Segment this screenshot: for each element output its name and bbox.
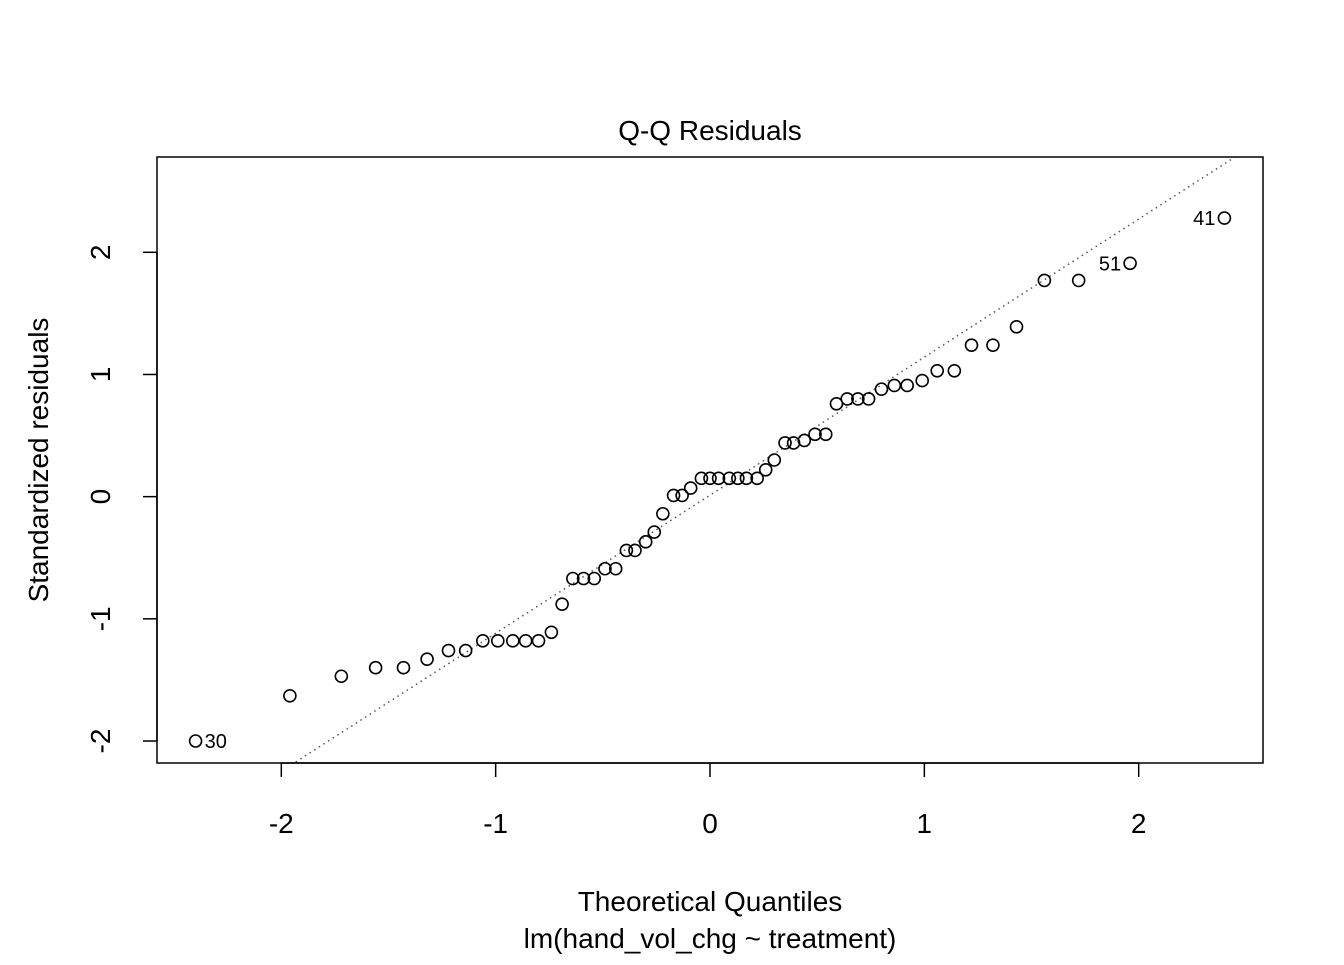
x-axis-label: Theoretical Quantiles <box>578 886 843 917</box>
data-point <box>283 689 297 703</box>
data-point <box>368 660 383 675</box>
plot-area: 30 51 41 <box>188 157 1237 763</box>
y-tick-label: 2 <box>85 245 116 261</box>
data-point <box>722 471 737 486</box>
y-tick-label: -1 <box>85 606 116 631</box>
data-point <box>675 488 689 503</box>
data-point <box>576 571 591 586</box>
data-point <box>666 488 681 503</box>
data-point <box>874 382 889 396</box>
data-point <box>731 471 745 486</box>
data-point <box>851 392 865 406</box>
data-point <box>986 338 1000 352</box>
data-point <box>491 634 505 648</box>
x-tick-label: 1 <box>917 808 933 839</box>
data-point <box>555 597 569 611</box>
point-label: 41 <box>1193 208 1215 230</box>
data-point <box>544 625 559 640</box>
data-point <box>758 462 773 477</box>
data-point <box>619 543 634 558</box>
x-tick-label: 2 <box>1131 808 1147 839</box>
data-point <box>628 543 642 558</box>
x-tick-label: -2 <box>269 808 294 839</box>
data-point <box>608 561 623 576</box>
data-point <box>930 364 945 378</box>
data-point <box>711 471 726 486</box>
y-axis-label: Standardized residuals <box>23 318 54 603</box>
y-axis: -2 -1 0 1 2 <box>85 245 158 754</box>
data-point <box>1009 320 1024 334</box>
data-point <box>694 471 709 486</box>
data-point <box>1217 211 1232 225</box>
data-point <box>861 392 876 406</box>
point-label: 51 <box>1099 253 1121 275</box>
y-tick-label: 0 <box>85 489 116 505</box>
data-point <box>334 669 349 684</box>
y-tick-label: -2 <box>85 729 116 754</box>
data-point <box>900 378 914 393</box>
data-point <box>441 643 456 658</box>
data-point <box>887 378 902 393</box>
data-point <box>587 571 602 586</box>
qq-reference-line <box>292 157 1237 763</box>
x-axis: -2 -1 0 1 2 <box>269 762 1147 839</box>
data-point <box>531 634 546 648</box>
y-tick-label: 1 <box>85 367 116 383</box>
chart-title: Q-Q Residuals <box>618 115 802 146</box>
data-point <box>458 643 473 658</box>
data-point <box>840 392 854 406</box>
data-point <box>1123 256 1137 271</box>
data-point <box>915 373 929 388</box>
data-point <box>475 634 490 648</box>
data-point <box>518 634 533 648</box>
data-point <box>683 481 698 495</box>
data-point <box>750 471 764 486</box>
x-tick-label: -1 <box>483 808 508 839</box>
data-point <box>656 506 670 521</box>
data-point <box>188 734 203 748</box>
data-point <box>506 634 520 648</box>
data-point <box>818 427 833 442</box>
data-point <box>767 453 782 467</box>
data-point <box>797 433 812 448</box>
data-point <box>964 338 979 352</box>
point-label: 30 <box>205 731 227 753</box>
data-point <box>778 436 792 450</box>
data-point <box>396 660 411 675</box>
data-point <box>598 561 612 576</box>
data-point <box>566 571 580 586</box>
data-point <box>420 652 434 666</box>
data-point <box>1037 273 1052 288</box>
data-point <box>739 471 754 486</box>
data-point <box>703 471 717 486</box>
data-point <box>638 535 653 549</box>
x-tick-label: 0 <box>702 808 718 839</box>
data-point <box>947 364 962 378</box>
data-point <box>808 427 822 442</box>
x-axis-sublabel: lm(hand_vol_chg ~ treatment) <box>524 923 897 954</box>
plot-frame <box>156 156 1264 764</box>
data-point <box>647 525 662 539</box>
data-point <box>1071 273 1086 288</box>
